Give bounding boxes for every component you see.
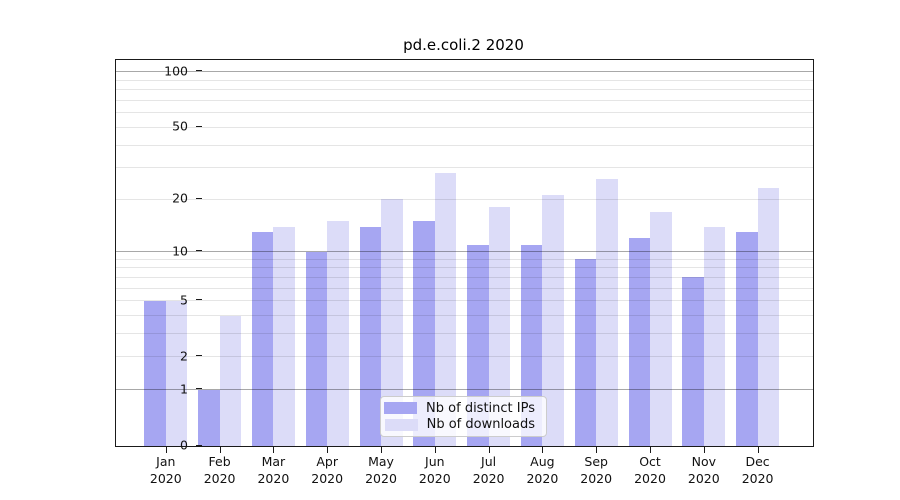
bar-distinct-ips bbox=[198, 389, 220, 446]
x-tick bbox=[488, 447, 490, 453]
bar-downloads bbox=[596, 178, 618, 446]
bar-distinct-ips bbox=[682, 277, 704, 446]
x-tick bbox=[165, 447, 167, 453]
y-tick bbox=[196, 250, 202, 252]
gridline-minor bbox=[116, 167, 813, 169]
y-tick-label: 1 bbox=[180, 381, 188, 397]
bar-downloads bbox=[650, 211, 672, 446]
x-tick-label: May 2020 bbox=[365, 454, 397, 486]
bar-downloads bbox=[165, 300, 188, 446]
bar-downloads bbox=[381, 199, 403, 446]
bar-distinct-ips bbox=[144, 300, 166, 446]
y-tick bbox=[196, 355, 202, 357]
bar-distinct-ips bbox=[413, 221, 435, 446]
x-tick bbox=[273, 447, 275, 453]
y-tick bbox=[196, 388, 202, 390]
legend: Nb of distinct IPs Nb of downloads bbox=[380, 396, 547, 437]
bar-distinct-ips bbox=[467, 244, 489, 446]
x-tick bbox=[542, 447, 544, 453]
chart-title: pd.e.coli.2 2020 bbox=[403, 36, 524, 54]
bar-distinct-ips bbox=[736, 232, 758, 446]
bar-downloads bbox=[273, 226, 295, 446]
bar-downloads bbox=[327, 221, 349, 446]
y-tick-label: 0 bbox=[180, 437, 188, 453]
y-tick bbox=[196, 197, 202, 199]
gridline-minor bbox=[116, 79, 813, 81]
x-tick bbox=[381, 447, 382, 453]
gridline-minor bbox=[116, 126, 813, 128]
legend-entry-distinct-ips: Nb of distinct IPs bbox=[381, 401, 546, 416]
x-tick bbox=[650, 447, 651, 453]
x-tick-label: Apr 2020 bbox=[311, 454, 344, 486]
gridline-minor bbox=[116, 112, 813, 114]
x-tick bbox=[327, 447, 329, 453]
x-tick-label: Jul 2020 bbox=[472, 454, 505, 486]
bar-downloads bbox=[757, 188, 780, 446]
bar-downloads bbox=[488, 207, 511, 446]
bar-distinct-ips bbox=[628, 238, 650, 446]
y-tick bbox=[196, 444, 202, 446]
y-tick bbox=[196, 70, 202, 72]
bar-downloads bbox=[219, 315, 242, 446]
y-tick-label: 10 bbox=[172, 243, 188, 259]
y-tick-label: 5 bbox=[180, 292, 188, 308]
x-tick bbox=[596, 447, 598, 453]
x-tick-label: Jan 2020 bbox=[149, 454, 182, 486]
y-tick bbox=[196, 125, 202, 127]
legend-swatch-distinct-ips bbox=[384, 402, 418, 415]
x-tick-label: Feb 2020 bbox=[203, 454, 236, 486]
y-tick bbox=[196, 299, 202, 301]
gridline-minor bbox=[116, 144, 813, 146]
bar-distinct-ips bbox=[251, 232, 274, 446]
bar-downloads bbox=[542, 195, 564, 446]
y-tick-label: 50 bbox=[172, 118, 188, 134]
y-tick-label: 100 bbox=[164, 63, 188, 79]
gridline-minor bbox=[116, 100, 813, 101]
gridline-minor bbox=[116, 198, 813, 200]
x-tick-label: Sep 2020 bbox=[580, 454, 613, 486]
legend-label-distinct-ips: Nb of distinct IPs bbox=[426, 400, 535, 416]
x-tick-label: Mar 2020 bbox=[257, 454, 290, 486]
legend-label-downloads: Nb of downloads bbox=[426, 417, 535, 433]
y-tick-label: 20 bbox=[172, 190, 188, 206]
gridline-major bbox=[116, 71, 813, 73]
bar-distinct-ips bbox=[359, 226, 381, 446]
bar-distinct-ips bbox=[574, 259, 597, 446]
plot-area: Nb of distinct IPs Nb of downloads Jan 20… bbox=[115, 59, 814, 486]
x-tick bbox=[434, 447, 436, 453]
x-tick-label: Jun 2020 bbox=[418, 454, 451, 486]
legend-swatch-downloads bbox=[384, 418, 418, 431]
x-tick bbox=[703, 447, 705, 453]
y-tick-label: 2 bbox=[180, 348, 188, 364]
bar-distinct-ips bbox=[520, 244, 543, 446]
x-tick bbox=[219, 447, 221, 453]
gridline-minor bbox=[116, 89, 813, 91]
x-tick-label: Nov 2020 bbox=[687, 454, 720, 486]
bar-downloads bbox=[434, 173, 457, 446]
legend-entry-downloads: Nb of downloads bbox=[381, 417, 546, 432]
x-tick-label: Oct 2020 bbox=[634, 454, 666, 486]
x-tick bbox=[757, 447, 759, 453]
x-tick-label: Dec 2020 bbox=[741, 454, 774, 486]
bar-downloads bbox=[703, 226, 726, 446]
x-tick-label: Aug 2020 bbox=[526, 454, 559, 486]
bar-distinct-ips bbox=[305, 251, 328, 446]
